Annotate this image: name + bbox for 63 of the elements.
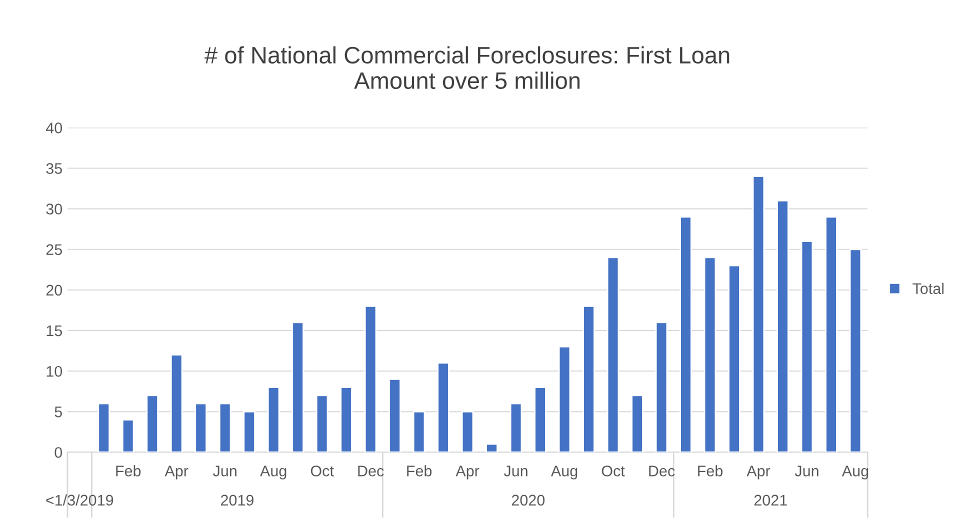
x-tick-label: Aug	[260, 466, 286, 480]
bar	[558, 346, 571, 452]
y-tick-label: 40	[46, 122, 62, 134]
bar	[849, 248, 862, 452]
bar	[388, 378, 401, 452]
bar	[776, 200, 789, 452]
bar	[316, 394, 328, 452]
text: <1/3/2019	[46, 494, 114, 506]
x-tick-label: Feb	[116, 465, 141, 476]
y-tick-label: 20	[46, 284, 62, 296]
bar	[655, 322, 668, 452]
y-tick-label: 30	[46, 204, 62, 214]
bar	[631, 394, 644, 452]
y-tick-label: 25	[46, 244, 62, 256]
y-tick-label: 10	[46, 366, 62, 377]
bar	[170, 354, 183, 452]
bar	[825, 216, 838, 452]
x-tick-label: Apr	[746, 466, 770, 480]
x-tick-label: Aug	[550, 466, 578, 480]
bar	[461, 410, 474, 452]
bar	[98, 402, 110, 452]
x-tick-label: Aug	[842, 466, 868, 480]
chart-title: # of National Commercial Foreclosures: First Loan Amount over 5 million	[204, 46, 730, 90]
x-tick-label: Dec	[649, 466, 675, 476]
x-tick-label: Feb	[407, 465, 432, 476]
x-tick-label: Oct	[310, 466, 334, 476]
bar	[582, 305, 595, 452]
bar	[267, 386, 280, 452]
bar	[704, 256, 716, 452]
x-tick-label: Jun	[504, 466, 528, 476]
y-tick-label: 5	[54, 406, 62, 418]
bar	[146, 394, 158, 452]
bar	[412, 410, 426, 452]
bar	[510, 402, 522, 452]
bar	[340, 386, 352, 452]
text: 2021	[754, 494, 787, 506]
bar	[486, 443, 498, 452]
y-tick-label: 0	[54, 447, 62, 458]
bar	[364, 305, 377, 452]
x-tick-label: Apr	[164, 466, 188, 480]
bar	[800, 240, 814, 452]
bar	[194, 402, 207, 452]
bar	[680, 216, 692, 452]
bar	[437, 362, 450, 452]
bar	[534, 386, 546, 452]
legend-label: Total	[912, 282, 944, 294]
x-tick-label: Jun	[794, 466, 818, 476]
bar	[292, 322, 304, 452]
x-tick-label: Dec	[358, 466, 384, 476]
text: 2020	[512, 494, 545, 506]
bar	[606, 256, 620, 452]
y-tick-label: 35	[46, 163, 62, 174]
bar	[218, 402, 232, 452]
bar	[122, 419, 134, 452]
x-tick-label: Oct	[602, 466, 625, 476]
text: 2019	[220, 494, 254, 506]
bar	[752, 176, 765, 452]
bar	[728, 264, 740, 452]
bar	[243, 410, 256, 452]
x-tick-label: Jun	[213, 466, 236, 476]
x-tick-label: Apr	[456, 466, 480, 480]
y-tick-label: 15	[46, 326, 62, 336]
x-tick-label: Feb	[698, 465, 723, 476]
